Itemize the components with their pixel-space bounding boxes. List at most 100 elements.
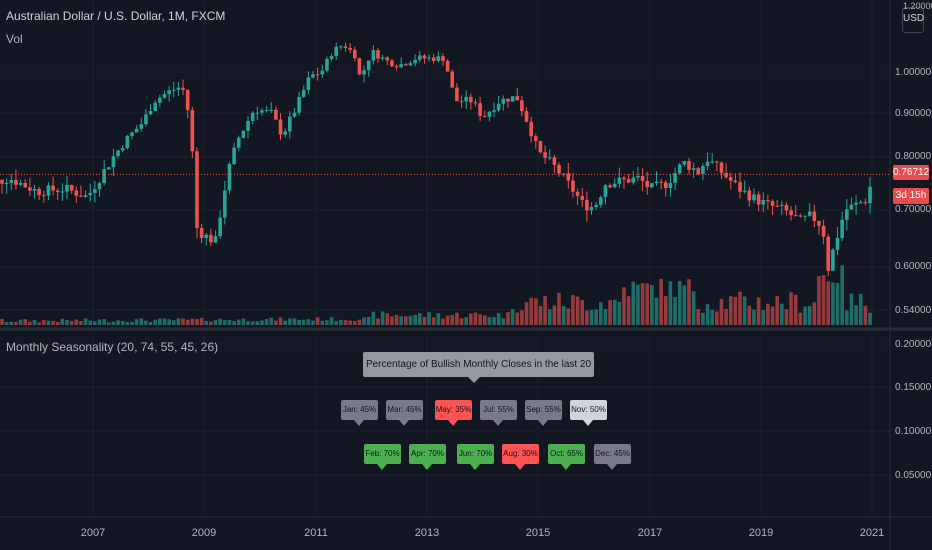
volume-bar	[645, 283, 650, 325]
candle	[780, 204, 784, 206]
candle	[492, 110, 496, 112]
volume-bar	[260, 320, 264, 325]
candle	[863, 202, 868, 204]
volume-bar	[209, 321, 213, 325]
volume-bar	[46, 320, 51, 325]
candle	[352, 49, 357, 59]
volume-bar	[487, 317, 492, 325]
candle	[116, 150, 120, 157]
candle	[668, 182, 673, 189]
candle	[283, 131, 287, 135]
candle	[459, 101, 464, 103]
candle	[65, 184, 69, 192]
candle	[199, 228, 204, 238]
volume-bar	[0, 319, 4, 325]
volume-bar	[111, 321, 116, 325]
volume-bar	[663, 296, 668, 325]
candle	[501, 98, 506, 104]
candle	[209, 234, 213, 243]
volume-label: Vol	[6, 32, 23, 46]
candle	[334, 46, 339, 57]
candle	[719, 162, 724, 173]
candle	[422, 55, 427, 59]
volume-bar	[738, 291, 742, 325]
candle	[733, 180, 738, 183]
countdown-tag: 3d 15h	[893, 188, 929, 204]
candle	[213, 236, 218, 243]
volume-bar	[120, 321, 125, 325]
volume-bar	[520, 310, 524, 325]
candle	[88, 192, 93, 196]
candle	[436, 56, 441, 61]
candle	[728, 177, 733, 181]
volume-bar	[608, 300, 612, 325]
candle	[487, 111, 492, 117]
volume-bar	[756, 297, 761, 325]
volume-bar	[770, 306, 775, 325]
volume-bar	[380, 311, 385, 325]
candle	[803, 215, 807, 217]
candle	[793, 215, 798, 217]
volume-bar	[478, 314, 482, 325]
indicator-axis-label: 0.05000	[895, 470, 932, 481]
volume-bar	[394, 314, 399, 325]
volume-bar	[538, 305, 543, 325]
candle	[134, 128, 139, 133]
candle	[97, 183, 102, 190]
candle	[445, 60, 450, 72]
volume-bar	[501, 318, 506, 325]
volume-bar	[343, 320, 348, 325]
volume-bar	[436, 313, 441, 325]
volume-bar	[74, 319, 79, 325]
candle	[241, 130, 246, 138]
volume-bar	[297, 319, 301, 325]
candle	[561, 173, 566, 175]
candle	[55, 190, 60, 193]
volume-bar	[807, 306, 812, 325]
volume-bar	[106, 322, 111, 325]
candle	[496, 103, 501, 111]
volume-bar	[32, 320, 37, 325]
volume-bar	[246, 321, 250, 325]
candle	[640, 176, 645, 181]
volume-bar	[274, 320, 278, 325]
candle	[83, 195, 88, 197]
candle	[478, 103, 482, 116]
volume-bar	[250, 321, 255, 325]
volume-bar	[241, 318, 246, 325]
candle	[181, 87, 185, 90]
volume-bar	[60, 318, 65, 325]
currency-button[interactable]: 1.20000 USD	[902, 1, 932, 33]
volume-bar	[171, 320, 176, 325]
volume-bar	[789, 292, 793, 325]
volume-bar	[534, 298, 538, 325]
candle	[246, 120, 250, 131]
volume-bar	[227, 319, 232, 325]
volume-bar	[9, 321, 14, 325]
volume-bar	[162, 318, 167, 325]
candle	[51, 185, 55, 191]
volume-bar	[575, 296, 580, 325]
candle	[37, 189, 41, 196]
time-axis-label: 2021	[859, 527, 885, 539]
candle	[14, 179, 18, 185]
volume-bar	[441, 318, 445, 325]
candle	[264, 109, 269, 111]
candle	[835, 237, 840, 250]
volume-bar	[301, 319, 306, 325]
volume-bar	[283, 320, 287, 325]
time-axis-label: 2015	[525, 527, 551, 539]
volume-bar	[571, 295, 575, 325]
candle	[190, 110, 195, 152]
volume-bar	[636, 284, 640, 325]
volume-bar	[14, 321, 18, 325]
volume-bar	[622, 287, 626, 325]
volume-bar	[473, 312, 478, 325]
volume-bar	[181, 318, 185, 325]
volume-bar	[311, 320, 315, 325]
volume-bar	[728, 296, 733, 325]
candle	[529, 121, 533, 137]
volume-bar	[255, 321, 260, 325]
volume-bar	[88, 320, 93, 325]
